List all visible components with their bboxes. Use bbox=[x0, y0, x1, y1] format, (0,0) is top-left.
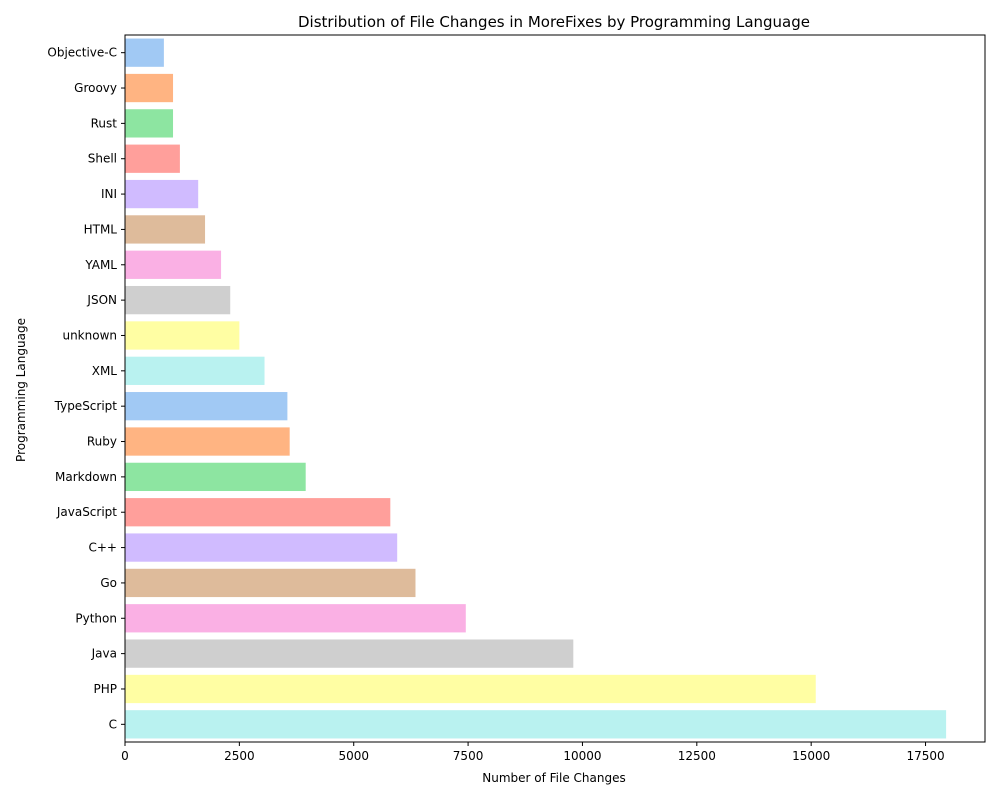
y-tick-label: HTML bbox=[84, 222, 118, 236]
y-tick-label: TypeScript bbox=[54, 399, 118, 413]
bar-xml bbox=[125, 356, 265, 385]
y-tick-label: JavaScript bbox=[56, 505, 117, 519]
y-tick-label: Go bbox=[100, 576, 117, 590]
y-tick-label: Shell bbox=[88, 152, 117, 166]
y-tick-label: C bbox=[109, 717, 117, 731]
bar-markdown bbox=[125, 462, 306, 492]
y-axis: Objective-C Groovy Rust Shell INI HTML YAML JSO… bbox=[47, 46, 125, 731]
x-tick-label: 0 bbox=[121, 749, 129, 763]
bar-go bbox=[125, 568, 416, 598]
x-tick-label: 15000 bbox=[792, 749, 830, 763]
bar-python bbox=[125, 604, 466, 633]
bar-java bbox=[125, 639, 574, 668]
y-tick-label: Rust bbox=[91, 116, 118, 130]
bar-ini bbox=[125, 179, 199, 209]
bar-unknown bbox=[125, 321, 240, 350]
bar-yaml bbox=[125, 250, 222, 279]
y-tick-label: unknown bbox=[62, 328, 117, 342]
bar-ruby bbox=[125, 427, 290, 456]
bar-html bbox=[125, 215, 206, 244]
y-tick-label: Ruby bbox=[87, 435, 117, 449]
bar-php bbox=[125, 674, 816, 704]
x-tick-label: 10000 bbox=[563, 749, 601, 763]
bar-objective-c bbox=[125, 38, 164, 67]
bar-rust bbox=[125, 109, 174, 138]
bar-c- bbox=[125, 533, 398, 562]
x-tick-label: 12500 bbox=[678, 749, 716, 763]
bar-json bbox=[125, 285, 231, 315]
chart-title: Distribution of File Changes in MoreFixe… bbox=[298, 13, 810, 31]
y-tick-label: Python bbox=[75, 611, 117, 625]
y-tick-label: Markdown bbox=[55, 470, 117, 484]
y-axis-title: Programming Language bbox=[14, 318, 28, 462]
bar-typescript bbox=[125, 392, 288, 421]
y-tick-label: Objective-C bbox=[47, 46, 117, 60]
bar-groovy bbox=[125, 73, 174, 103]
y-tick-label: PHP bbox=[94, 682, 118, 696]
bar-shell bbox=[125, 144, 180, 173]
bar-javascript bbox=[125, 498, 391, 527]
y-tick-label: INI bbox=[101, 187, 117, 201]
y-tick-label: XML bbox=[92, 364, 118, 378]
x-tick-label: 7500 bbox=[453, 749, 484, 763]
y-tick-label: YAML bbox=[84, 258, 117, 272]
x-axis: 0 2500 5000 7500 10000 12500 15000 17500 bbox=[121, 742, 945, 763]
x-axis-title: Number of File Changes bbox=[482, 771, 626, 785]
x-tick-label: 2500 bbox=[224, 749, 255, 763]
y-tick-label: Java bbox=[91, 647, 117, 661]
x-tick-label: 17500 bbox=[906, 749, 944, 763]
bar-c bbox=[125, 710, 947, 739]
y-tick-label: JSON bbox=[86, 293, 117, 307]
x-tick-label: 5000 bbox=[338, 749, 369, 763]
y-tick-label: C++ bbox=[89, 541, 118, 555]
plot-frame bbox=[124, 34, 986, 743]
y-tick-label: Groovy bbox=[74, 81, 117, 95]
bars-layer bbox=[125, 38, 947, 739]
